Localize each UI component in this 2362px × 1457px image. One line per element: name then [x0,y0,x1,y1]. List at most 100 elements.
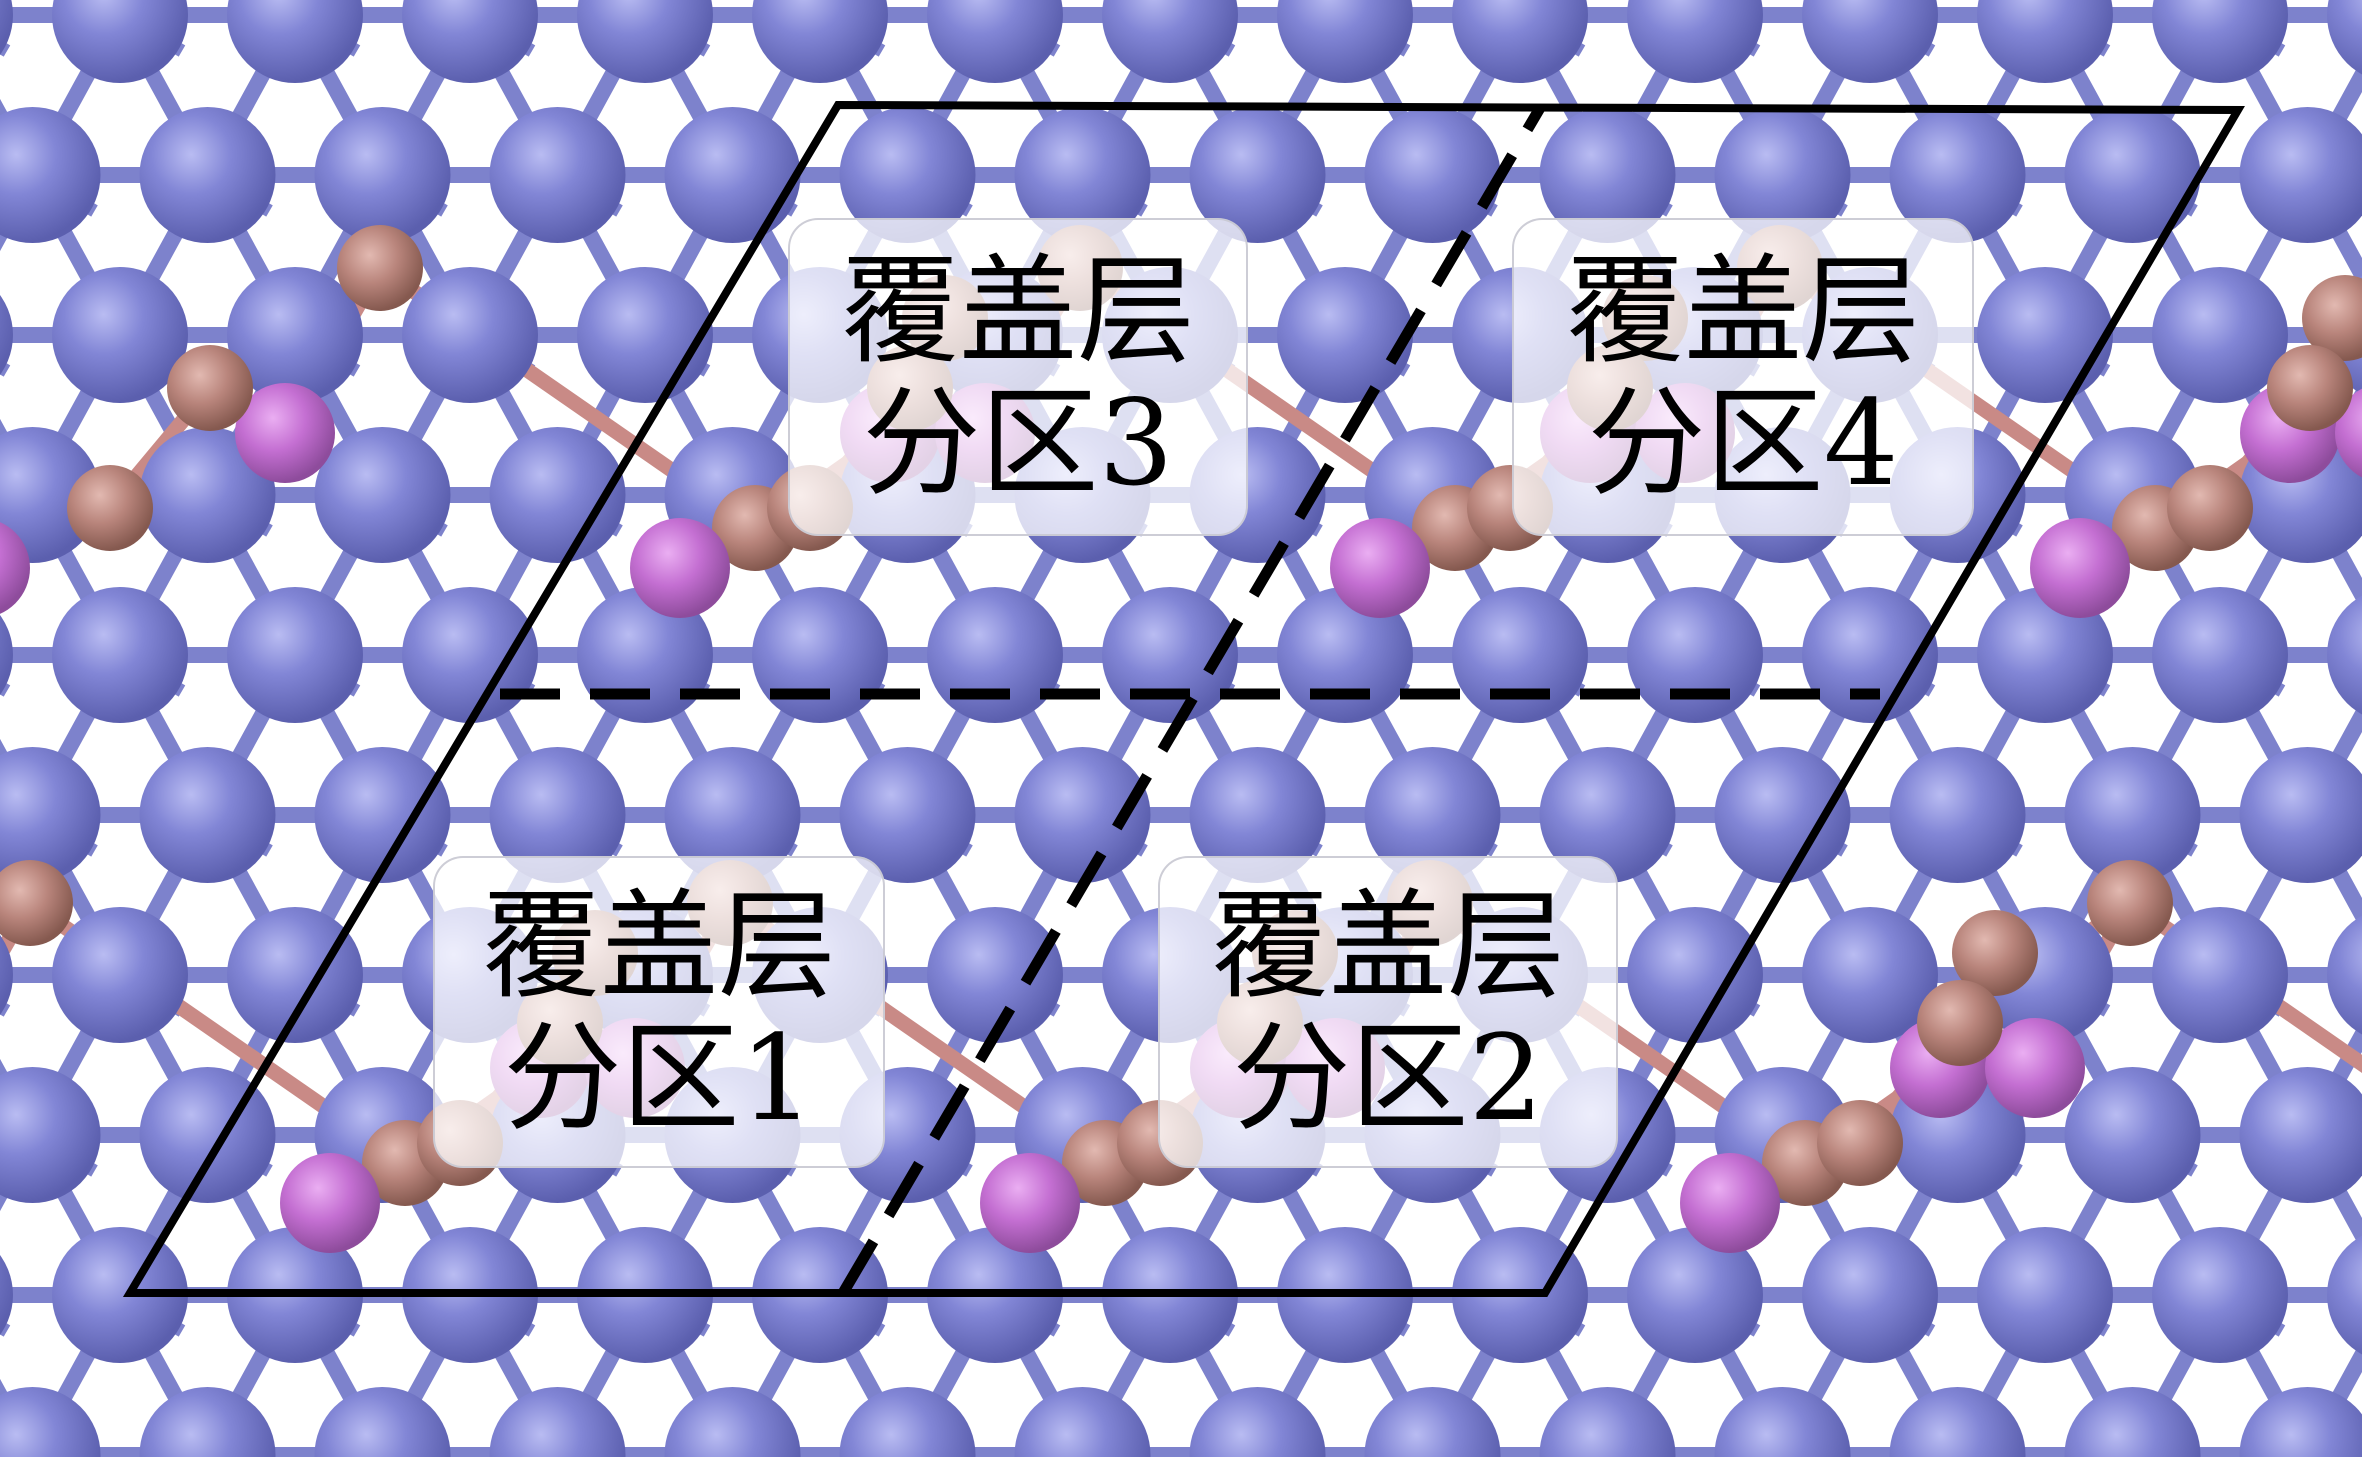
substrate-atom [52,267,188,403]
overlayer-atom-pink [980,1153,1080,1253]
substrate-atom [402,0,538,83]
substrate-atom [402,587,538,723]
overlayer-atom-brown [67,465,153,551]
substrate-atom [1627,907,1763,1043]
substrate-atom [664,1387,801,1457]
region-label-4-title: 覆盖层 [1565,241,1920,380]
substrate-atom [1014,107,1151,243]
substrate-atom [1889,747,2026,883]
region-label-1-title: 覆盖层 [481,876,836,1015]
substrate-atom [489,427,626,563]
substrate-atom [2064,747,2201,883]
substrate-atom [927,907,1063,1043]
region-label-3: 覆盖层 分区3 [788,218,1248,536]
overlayer-atom-brown [1817,1100,1903,1186]
substrate-atom [1977,0,2113,83]
substrate-atom [664,107,801,243]
overlayer-atom-pink [1680,1153,1780,1253]
substrate-atom [2327,595,2362,715]
region-label-1: 覆盖层 分区1 [433,856,885,1168]
substrate-atom [0,935,13,1015]
substrate-atom [1452,0,1588,83]
substrate-atom [227,907,363,1043]
overlayer-atom-pink [1330,518,1430,618]
overlayer-atom-pink [630,518,730,618]
substrate-atom [1714,1387,1851,1457]
unit-cell-outline [122,100,2245,1297]
substrate-atom [1802,1227,1938,1363]
overlayer-atom-pink [2030,518,2130,618]
substrate-atom [2064,107,2201,243]
substrate-atom [2064,1387,2201,1457]
substrate-atom [839,1387,976,1457]
substrate-atom [752,0,888,83]
region-label-3-title: 覆盖层 [840,241,1195,380]
substrate-atom [139,427,276,563]
overlayer-atom-pink [235,383,335,483]
substrate-atom [577,0,713,83]
substrate-atom [2239,1067,2362,1203]
region-label-2: 覆盖层 分区2 [1158,856,1618,1168]
substrate-atom [1014,1387,1151,1457]
substrate-atom [0,747,101,883]
substrate-atom [1627,587,1763,723]
substrate-atom [489,107,626,243]
substrate-atom [1627,0,1763,83]
substrate-atom [1277,267,1413,403]
substrate-atom [52,0,188,83]
substrate-atom [1977,587,2113,723]
region-label-4-partition: 分区4 [1587,374,1899,512]
substrate-atom [1539,107,1676,243]
overlayer-atom-brown [1952,910,2038,996]
substrate-atom [2152,907,2288,1043]
substrate-atom [1189,747,1326,883]
substrate-atom [1189,1387,1326,1457]
region-label-2-partition: 分区2 [1232,1009,1544,1147]
substrate-atom [0,1067,101,1203]
substrate-atom [577,267,713,403]
substrate-atom [1277,0,1413,83]
overlayer-atom-brown [2302,275,2362,361]
substrate-atom [752,587,888,723]
substrate-atom [489,1387,626,1457]
substrate-atom [1889,1387,2026,1457]
substrate-atom [1364,747,1501,883]
substrate-atom [52,1227,188,1363]
substrate-atom [1714,107,1851,243]
substrate-atom [0,295,13,375]
substrate-atom [1539,747,1676,883]
overlayer-atom-brown [167,345,253,431]
substrate-atom [139,1387,276,1457]
substrate-atom [2152,587,2288,723]
region-label-4: 覆盖层 分区4 [1512,218,1974,536]
substrate-atom [314,747,451,883]
overlayer-atom-brown [0,860,73,946]
substrate-atom [839,107,976,243]
substrate-atom [2239,1387,2362,1457]
substrate-atom [2327,915,2362,1035]
substrate-atom [2152,267,2288,403]
overlayer-atom-pink [280,1153,380,1253]
substrate-atom [314,107,451,243]
substrate-atom [139,107,276,243]
region-label-2-title: 覆盖层 [1210,876,1565,1015]
substrate-atom [1102,0,1238,83]
overlayer-atom-pink [1985,1018,2085,1118]
substrate-atom [1627,1227,1763,1363]
substrate-atom [52,907,188,1043]
substrate-atom [2064,1067,2201,1203]
substrate-atom [2239,747,2362,883]
substrate-atom [927,587,1063,723]
substrate-atom [227,0,363,83]
substrate-atom [2327,0,2362,75]
substrate-atom [1977,1227,2113,1363]
substrate-atom [1452,587,1588,723]
region-label-3-partition: 分区3 [862,374,1174,512]
substrate-atom [314,427,451,563]
substrate-atom [1364,1387,1501,1457]
substrate-atom [1802,587,1938,723]
substrate-atom [839,747,976,883]
overlayer-atom-brown [2267,345,2353,431]
overlayer-atom-brown [2167,465,2253,551]
